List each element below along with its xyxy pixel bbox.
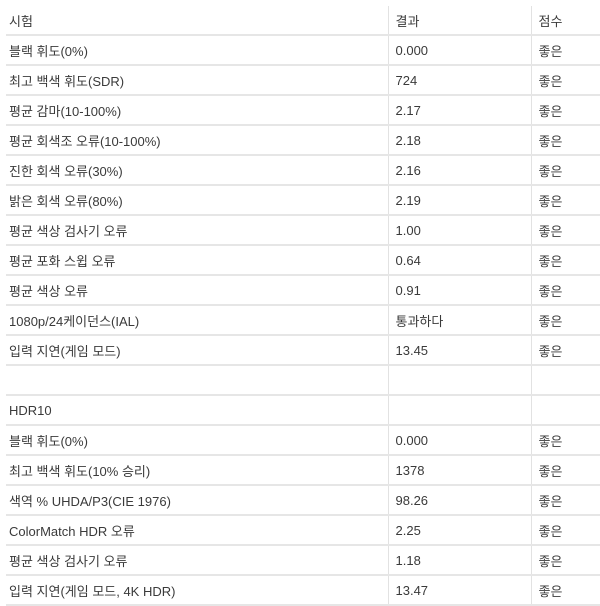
cell-test: 평균 색상 검사기 오류 bbox=[6, 215, 388, 246]
cell-result: 2.18 bbox=[387, 125, 531, 156]
cell-score: 좋은 bbox=[530, 545, 600, 576]
header-test: 시험 bbox=[6, 6, 388, 36]
table-row: 입력 지연(게임 모드, 4K HDR) 13.47 좋은 bbox=[6, 575, 600, 606]
cell-score: 좋은 bbox=[530, 575, 600, 606]
cell-score: 좋은 bbox=[530, 35, 600, 66]
cell-score: 좋은 bbox=[530, 215, 600, 246]
cell-result: 0.91 bbox=[387, 275, 531, 306]
cell-score bbox=[530, 395, 600, 426]
cell-test: 입력 지연(게임 모드) bbox=[6, 335, 388, 366]
cell-result: 98.26 bbox=[387, 485, 531, 516]
table-row: HDR10 bbox=[6, 395, 600, 426]
cell-score: 좋은 bbox=[530, 95, 600, 126]
cell-test: 1080p/24케이던스(IAL) bbox=[6, 305, 388, 336]
cell-score: 좋은 bbox=[530, 455, 600, 486]
table-row: ColorMatch HDR 오류 2.25 좋은 bbox=[6, 515, 600, 546]
cell-result: 0.000 bbox=[387, 35, 531, 66]
cell-result: 13.47 bbox=[387, 575, 531, 606]
table-row: 최고 백색 휘도(10% 승리) 1378 좋은 bbox=[6, 455, 600, 486]
cell-test: 블랙 휘도(0%) bbox=[6, 35, 388, 66]
table-row: 블랙 휘도(0%) 0.000 좋은 bbox=[6, 35, 600, 66]
cell-score: 좋은 bbox=[530, 65, 600, 96]
table-row: 블랙 휘도(0%) 0.000 좋은 bbox=[6, 425, 600, 456]
cell-result: 2.16 bbox=[387, 155, 531, 186]
cell-test: 블랙 휘도(0%) bbox=[6, 425, 388, 456]
cell-result: 1.18 bbox=[387, 545, 531, 576]
cell-test: 평균 색상 오류 bbox=[6, 275, 388, 306]
cell-test: 최고 백색 휘도(SDR) bbox=[6, 65, 388, 96]
cell-score bbox=[530, 365, 600, 396]
cell-test: 입력 지연(게임 모드, 4K HDR) bbox=[6, 575, 388, 606]
cell-result: 0.000 bbox=[387, 425, 531, 456]
cell-score: 좋은 bbox=[530, 125, 600, 156]
table-row: 입력 지연(게임 모드) 13.45 좋은 bbox=[6, 335, 600, 366]
cell-score: 좋은 bbox=[530, 185, 600, 216]
cell-result bbox=[387, 365, 531, 396]
cell-test: HDR10 bbox=[6, 395, 388, 426]
cell-test: 진한 회색 오류(30%) bbox=[6, 155, 388, 186]
results-table: 시험 결과 점수 블랙 휘도(0%) 0.000 좋은 최고 백색 휘도(SDR) 72… bbox=[6, 6, 600, 606]
cell-score: 좋은 bbox=[530, 485, 600, 516]
table-row: 평균 색상 검사기 오류 1.00 좋은 bbox=[6, 215, 600, 246]
cell-test: 평균 포화 스윕 오류 bbox=[6, 245, 388, 276]
cell-result: 1.00 bbox=[387, 215, 531, 246]
table-row: 진한 회색 오류(30%) 2.16 좋은 bbox=[6, 155, 600, 186]
cell-test: 밝은 회색 오류(80%) bbox=[6, 185, 388, 216]
cell-score: 좋은 bbox=[530, 245, 600, 276]
cell-score: 좋은 bbox=[530, 515, 600, 546]
table-row: 색역 % UHDA/P3(CIE 1976) 98.26 좋은 bbox=[6, 485, 600, 516]
cell-result: 1378 bbox=[387, 455, 531, 486]
cell-score: 좋은 bbox=[530, 335, 600, 366]
cell-result: 0.64 bbox=[387, 245, 531, 276]
cell-result: 13.45 bbox=[387, 335, 531, 366]
table-row: 평균 포화 스윕 오류 0.64 좋은 bbox=[6, 245, 600, 276]
table-row: 최고 백색 휘도(SDR) 724 좋은 bbox=[6, 65, 600, 96]
header-result: 결과 bbox=[387, 6, 531, 36]
cell-result bbox=[387, 395, 531, 426]
cell-score: 좋은 bbox=[530, 425, 600, 456]
cell-result: 2.19 bbox=[387, 185, 531, 216]
table-header-row: 시험 결과 점수 bbox=[6, 6, 600, 36]
cell-score: 좋은 bbox=[530, 275, 600, 306]
cell-test: 평균 감마(10-100%) bbox=[6, 95, 388, 126]
cell-result: 724 bbox=[387, 65, 531, 96]
cell-score: 좋은 bbox=[530, 305, 600, 336]
table-row: 평균 색상 검사기 오류 1.18 좋은 bbox=[6, 545, 600, 576]
cell-result: 2.17 bbox=[387, 95, 531, 126]
table-row: 1080p/24케이던스(IAL) 통과하다 좋은 bbox=[6, 305, 600, 336]
cell-test: 색역 % UHDA/P3(CIE 1976) bbox=[6, 485, 388, 516]
cell-result: 통과하다 bbox=[387, 305, 531, 336]
table-row: 평균 감마(10-100%) 2.17 좋은 bbox=[6, 95, 600, 126]
cell-result: 2.25 bbox=[387, 515, 531, 546]
table-row: 밝은 회색 오류(80%) 2.19 좋은 bbox=[6, 185, 600, 216]
header-score: 점수 bbox=[530, 6, 600, 36]
cell-test bbox=[6, 365, 388, 396]
cell-score: 좋은 bbox=[530, 155, 600, 186]
table-row: 평균 색상 오류 0.91 좋은 bbox=[6, 275, 600, 306]
cell-test: 최고 백색 휘도(10% 승리) bbox=[6, 455, 388, 486]
cell-test: ColorMatch HDR 오류 bbox=[6, 515, 388, 546]
cell-test: 평균 색상 검사기 오류 bbox=[6, 545, 388, 576]
table-row: 평균 회색조 오류(10-100%) 2.18 좋은 bbox=[6, 125, 600, 156]
table-row bbox=[6, 365, 600, 396]
cell-test: 평균 회색조 오류(10-100%) bbox=[6, 125, 388, 156]
